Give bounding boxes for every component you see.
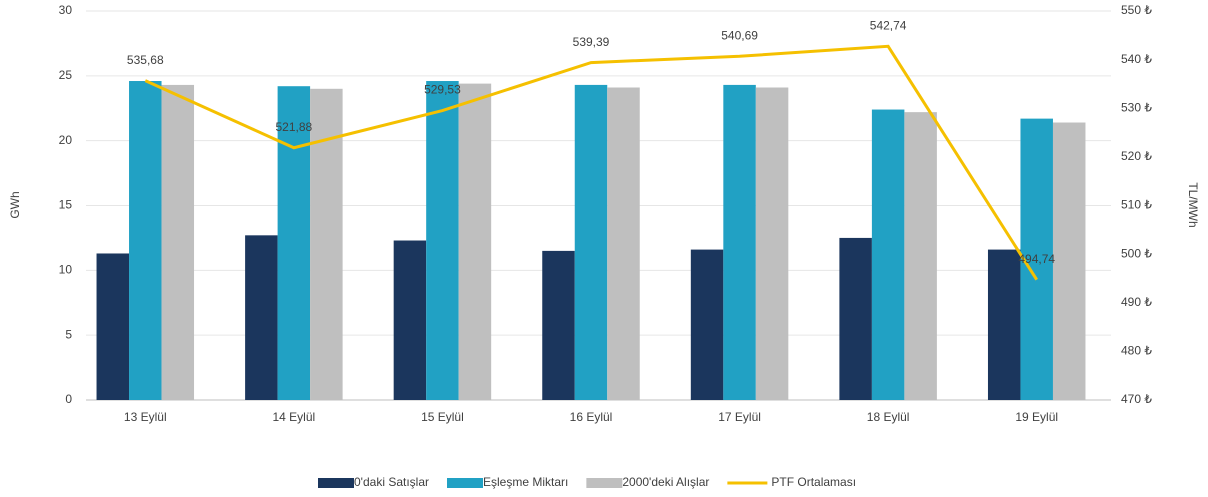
bar <box>96 253 130 400</box>
bar <box>871 109 905 401</box>
legend-label: Eşleşme Miktarı <box>483 475 568 489</box>
y2-tick-label: 530 ₺ <box>1121 100 1152 114</box>
legend-swatch <box>586 478 623 488</box>
data-label: 535,68 <box>127 53 164 67</box>
legend-label: PTF Ortalaması <box>771 475 856 489</box>
bar <box>1052 122 1086 400</box>
line <box>144 44 1038 281</box>
y-tick-label: 20 <box>59 133 73 147</box>
data-label: 540,69 <box>721 28 758 42</box>
bar <box>690 249 724 400</box>
y-tick-label: 5 <box>65 327 72 341</box>
legend-label: 0'daki Satışlar <box>354 475 429 489</box>
y2-tick-label: 490 ₺ <box>1121 295 1152 309</box>
y2-tick-label: 550 ₺ <box>1121 3 1152 17</box>
x-tick-label: 15 Eylül <box>421 410 464 424</box>
x-tick-label: 19 Eylül <box>1015 410 1058 424</box>
bar <box>129 81 162 401</box>
x-tick-label: 14 Eylül <box>273 410 316 424</box>
bar <box>987 249 1021 400</box>
data-label: 494,74 <box>1018 252 1055 266</box>
legend-swatch <box>318 478 354 488</box>
bar <box>723 84 756 400</box>
y-tick-label: 25 <box>59 68 73 82</box>
y2-tick-label: 470 ₺ <box>1121 392 1152 406</box>
y2-tick-label: 540 ₺ <box>1121 52 1152 66</box>
legend-swatch <box>447 478 483 488</box>
data-label: 542,74 <box>870 18 907 32</box>
x-tick-label: 13 Eylül <box>124 410 167 424</box>
bar <box>542 250 575 400</box>
y2-axis-title: TL/MWh <box>1186 182 1200 227</box>
x-tick-label: 18 Eylül <box>867 410 910 424</box>
bar <box>458 83 492 400</box>
y2-tick-label: 510 ₺ <box>1121 198 1152 212</box>
y2-tick-label: 520 ₺ <box>1121 149 1152 163</box>
y-tick-label: 10 <box>59 263 73 277</box>
y-tick-label: 15 <box>59 198 73 212</box>
bar <box>277 86 311 400</box>
y2-tick-label: 500 ₺ <box>1121 246 1152 260</box>
bar <box>904 112 937 400</box>
bar <box>426 81 459 401</box>
data-label: 539,39 <box>573 35 610 49</box>
bar <box>839 237 872 400</box>
y-axis-title: GWh <box>8 191 22 218</box>
data-label: 521,88 <box>276 120 313 134</box>
bar <box>161 84 195 400</box>
legend-label: 2000'deki Alışlar <box>622 475 709 489</box>
y-tick-label: 0 <box>65 392 72 406</box>
y-tick-label: 30 <box>59 3 73 17</box>
bar <box>574 84 608 400</box>
data-label: 529,53 <box>424 83 461 97</box>
bar <box>245 235 278 400</box>
x-tick-label: 16 Eylül <box>570 410 613 424</box>
bar <box>755 87 789 401</box>
x-tick-label: 17 Eylül <box>718 410 761 424</box>
bar <box>1020 118 1053 400</box>
bar <box>393 240 427 400</box>
y2-tick-label: 480 ₺ <box>1121 344 1152 358</box>
bar <box>607 87 640 401</box>
